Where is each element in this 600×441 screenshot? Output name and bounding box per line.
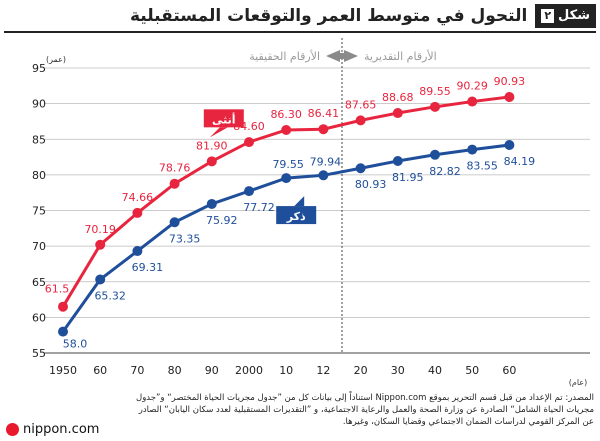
chart-title: التحول في متوسط العمر والتوقعات المستقبل… <box>129 6 528 26</box>
data-point-male <box>58 326 68 337</box>
data-label-male: 82.82 <box>429 165 461 178</box>
legend-female-label: أنثى <box>212 112 236 126</box>
data-label-male: 77.72 <box>243 201 275 214</box>
data-label-female: 74.66 <box>122 191 154 204</box>
x-tick-label: 80 <box>168 364 182 377</box>
data-label-female: 90.93 <box>494 75 526 88</box>
data-point-female <box>392 108 403 119</box>
data-label-female: 90.29 <box>456 80 488 93</box>
data-point-female <box>95 239 106 250</box>
data-label-female: 70.19 <box>84 223 116 236</box>
data-label-male: 58.0 <box>63 338 88 351</box>
data-label-female: 86.41 <box>308 107 340 120</box>
data-point-female <box>318 124 329 135</box>
left-arrow-icon <box>326 50 340 62</box>
y-tick-label: 55 <box>32 347 46 360</box>
figure-badge: شكل ٢ <box>535 4 596 28</box>
x-tick-label: 1950 <box>49 364 77 377</box>
x-tick-label: 2000 <box>235 364 263 377</box>
data-label-male: 65.32 <box>94 289 126 302</box>
data-point-female <box>355 115 366 126</box>
legend-male-box <box>276 206 317 225</box>
data-point-male <box>355 163 366 174</box>
data-label-male: 84.19 <box>504 155 536 168</box>
x-tick-label: 60 <box>93 364 107 377</box>
data-label-female: 89.55 <box>419 85 451 98</box>
data-point-female <box>430 101 440 112</box>
data-label-male: 73.35 <box>169 232 201 245</box>
data-point-male <box>281 173 292 184</box>
x-tick-label: 12 <box>316 364 330 377</box>
data-point-female <box>504 91 515 102</box>
data-label-male: 69.31 <box>132 261 164 274</box>
data-point-male <box>318 170 329 181</box>
data-label-female: 86.30 <box>270 108 302 121</box>
logo-text: nippon.com <box>23 422 100 437</box>
data-point-male <box>467 144 478 155</box>
nippon-logo: nippon.com <box>6 422 99 437</box>
logo-dot-icon <box>6 423 19 436</box>
data-point-male <box>244 186 254 197</box>
legend-female-box <box>203 109 244 128</box>
y-tick-label: 90 <box>32 98 46 111</box>
data-point-male <box>206 198 217 209</box>
data-label-male: 80.93 <box>355 178 387 191</box>
data-label-male: 79.94 <box>310 155 342 168</box>
data-point-male <box>169 217 180 228</box>
data-point-male <box>132 246 143 257</box>
data-label-male: 83.55 <box>466 160 498 173</box>
figure-badge-number: ٢ <box>541 9 555 23</box>
arrow-shaft <box>338 53 348 59</box>
y-tick-label: 95 <box>32 62 46 75</box>
data-point-female <box>206 156 217 167</box>
y-axis-unit-label: (عمر) <box>46 55 66 64</box>
data-label-female: 81.90 <box>196 139 228 152</box>
y-tick-label: 65 <box>32 276 46 289</box>
figure-header: شكل ٢ التحول في متوسط العمر والتوقعات ال… <box>130 4 596 28</box>
x-tick-label: 50 <box>465 364 479 377</box>
x-tick-label: 60 <box>502 364 516 377</box>
data-point-female <box>467 96 478 107</box>
data-label-male: 81.95 <box>392 171 424 184</box>
data-point-male <box>430 149 440 160</box>
data-label-female: 87.65 <box>345 98 377 111</box>
x-axis-unit-label: (عام) <box>569 378 587 387</box>
legend-male-pointer <box>294 196 305 207</box>
source-note: المصدر: تم الإعداد من قبل قسم التحرير بم… <box>136 393 594 427</box>
figure-badge-label: شكل <box>558 8 590 23</box>
data-label-female: 78.76 <box>159 162 191 175</box>
x-tick-label: 40 <box>428 364 442 377</box>
y-tick-label: 75 <box>32 205 46 218</box>
y-tick-label: 85 <box>32 133 46 146</box>
data-point-male <box>95 274 106 285</box>
data-point-female <box>244 137 254 148</box>
estimated-figures-label: الأرقام التقديرية <box>364 49 437 63</box>
x-tick-label: 90 <box>205 364 219 377</box>
y-tick-label: 70 <box>32 240 46 253</box>
y-tick-label: 80 <box>32 169 46 182</box>
data-point-female <box>58 301 68 312</box>
x-tick-label: 30 <box>391 364 405 377</box>
data-label-male: 79.55 <box>272 158 304 171</box>
x-tick-label: 70 <box>130 364 144 377</box>
data-point-male <box>504 140 515 151</box>
data-label-female: 61.5 <box>45 283 70 296</box>
actual-figures-label: الأرقام الحقيقية <box>249 49 320 63</box>
legend-male-label: ذكر <box>286 210 306 223</box>
data-point-male <box>392 155 403 166</box>
data-point-female <box>281 124 292 135</box>
data-label-female: 88.68 <box>382 91 414 104</box>
right-arrow-icon <box>344 50 358 62</box>
legend-female-pointer <box>209 127 228 138</box>
title-divider <box>4 31 596 33</box>
data-label-male: 75.92 <box>206 214 238 227</box>
x-tick-label: 20 <box>354 364 368 377</box>
x-tick-label: 10 <box>279 364 293 377</box>
y-tick-label: 60 <box>32 311 46 324</box>
data-point-female <box>169 178 180 189</box>
data-point-female <box>132 207 143 218</box>
